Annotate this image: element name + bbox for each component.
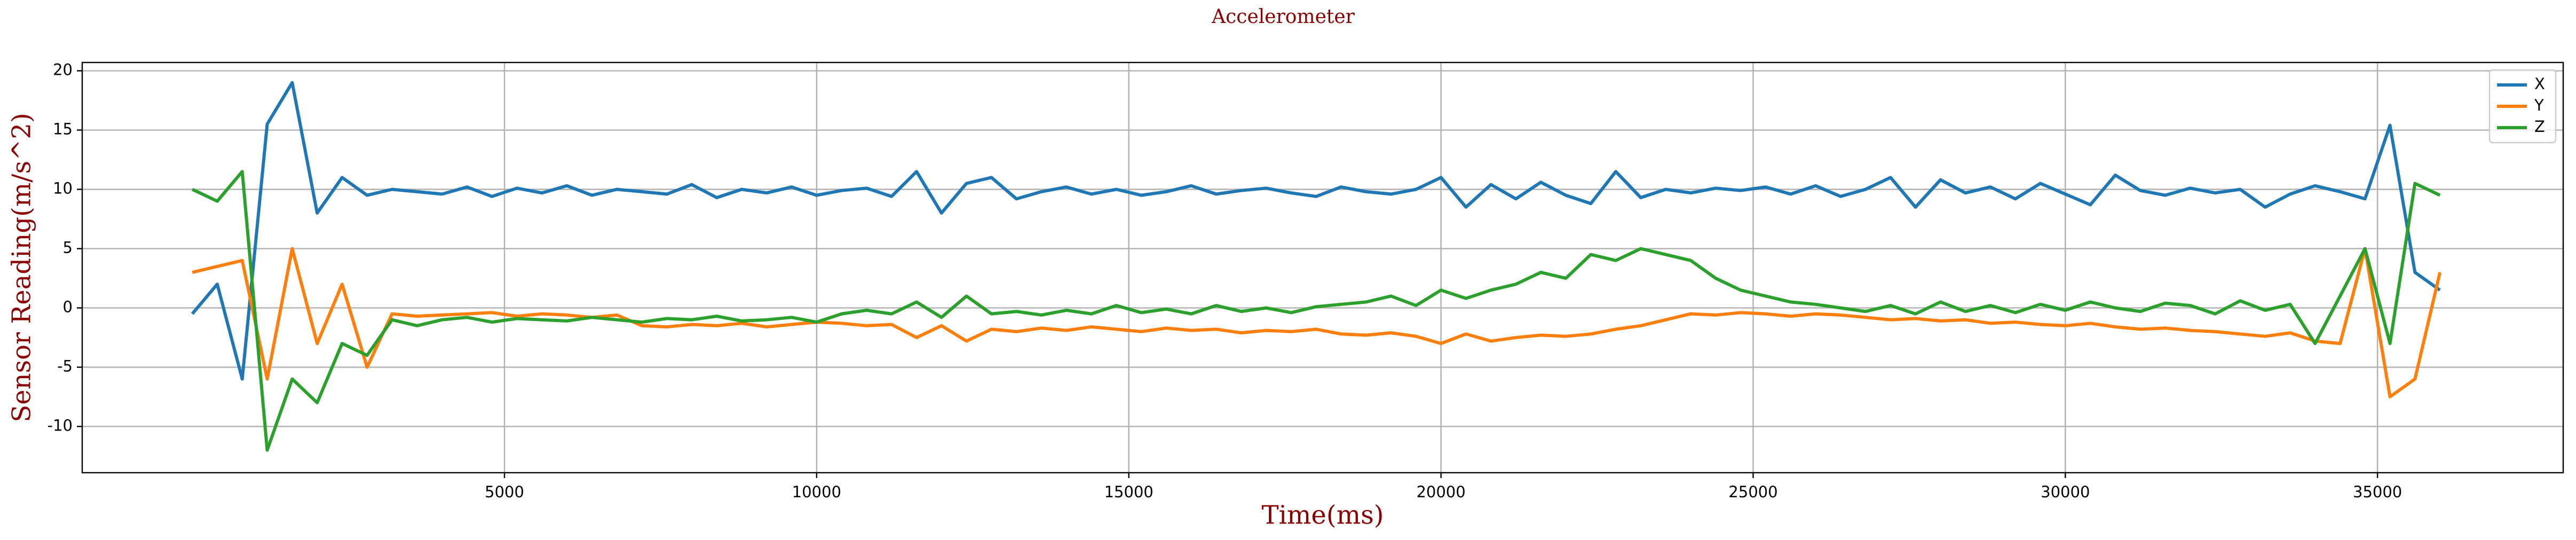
x-tick-label: 35000 bbox=[2353, 483, 2402, 501]
x-tick-label: 20000 bbox=[1416, 483, 1465, 501]
x-tick-label: 5000 bbox=[485, 483, 524, 501]
x-tick-label: 10000 bbox=[792, 483, 841, 501]
legend-label: X bbox=[2534, 75, 2545, 93]
y-axis-label: Sensor Reading(m/s^2) bbox=[7, 113, 37, 422]
chart-title: Accelerometer bbox=[1211, 6, 1355, 28]
y-tick-label: 10 bbox=[53, 179, 73, 198]
series-line bbox=[191, 81, 2441, 381]
x-tick-label: 30000 bbox=[2041, 483, 2090, 501]
y-tick-label: -5 bbox=[57, 357, 73, 375]
y-tick-label: 15 bbox=[53, 120, 73, 138]
x-axis-label: Time(ms) bbox=[1262, 500, 1384, 530]
y-tick-label: 0 bbox=[63, 298, 73, 316]
y-tick-label: 20 bbox=[53, 61, 73, 79]
plot-frame bbox=[81, 61, 2564, 474]
legend: XYZ bbox=[2488, 69, 2557, 144]
x-tick-label: 15000 bbox=[1104, 483, 1153, 501]
y-tick-label: -10 bbox=[48, 416, 73, 434]
legend-label: Z bbox=[2534, 118, 2545, 136]
series-line bbox=[191, 170, 2441, 452]
legend-label: Y bbox=[2534, 96, 2544, 114]
y-tick-label: 5 bbox=[63, 238, 73, 256]
x-tick-label: 25000 bbox=[1728, 483, 1777, 501]
series-line bbox=[192, 247, 2442, 398]
